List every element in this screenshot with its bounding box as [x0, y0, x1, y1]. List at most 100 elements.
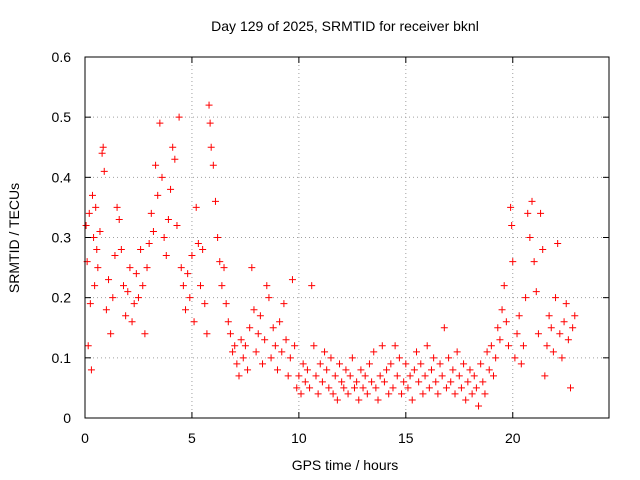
- data-point: [288, 276, 296, 284]
- data-point: [423, 342, 431, 350]
- data-point: [363, 390, 371, 398]
- data-point: [156, 119, 164, 127]
- data-point: [192, 203, 200, 211]
- data-point: [549, 348, 557, 356]
- data-point: [470, 372, 478, 380]
- data-point: [190, 318, 198, 326]
- data-point: [280, 300, 288, 308]
- data-point: [244, 366, 252, 374]
- data-point: [496, 336, 504, 344]
- data-point: [477, 360, 485, 368]
- data-point: [545, 312, 553, 320]
- data-point: [338, 378, 346, 386]
- data-point: [167, 185, 175, 193]
- y-tick-label: 0.3: [52, 230, 72, 246]
- data-point: [447, 378, 455, 386]
- data-point: [466, 366, 474, 374]
- data-point: [94, 264, 102, 272]
- data-point: [453, 348, 461, 356]
- data-point: [171, 155, 179, 163]
- axis-ticks: 0 5 10 15 20 0 0.1 0.2 0.3 0.4 0.5 0.6: [52, 49, 609, 446]
- data-point: [291, 342, 299, 350]
- data-point: [316, 360, 324, 368]
- data-point: [162, 252, 170, 260]
- data-point: [82, 221, 90, 229]
- data-point: [325, 384, 333, 392]
- data-point: [229, 348, 237, 356]
- data-point: [111, 252, 119, 260]
- data-point: [303, 366, 311, 374]
- data-point: [105, 276, 113, 284]
- data-point: [164, 215, 172, 223]
- data-point: [278, 348, 286, 356]
- data-point: [145, 240, 153, 248]
- data-point: [357, 366, 365, 374]
- data-point: [91, 282, 99, 290]
- data-point: [421, 372, 429, 380]
- data-point: [312, 372, 320, 380]
- data-point: [248, 264, 256, 272]
- data-point: [295, 372, 303, 380]
- data-point: [547, 324, 555, 332]
- data-point: [263, 282, 271, 290]
- data-point: [203, 330, 211, 338]
- data-point: [436, 360, 444, 368]
- x-tick-label: 10: [291, 430, 307, 446]
- data-point: [273, 366, 281, 374]
- data-point: [196, 282, 204, 290]
- data-point: [442, 384, 450, 392]
- data-point: [271, 342, 279, 350]
- data-point: [109, 294, 117, 302]
- data-point: [571, 312, 579, 320]
- data-point: [353, 378, 361, 386]
- data-point: [530, 258, 538, 266]
- data-point: [498, 306, 506, 314]
- data-point: [323, 366, 331, 374]
- data-point: [222, 300, 230, 308]
- data-point: [425, 384, 433, 392]
- data-point: [387, 360, 395, 368]
- data-point: [445, 354, 453, 362]
- y-tick-label: 0.4: [52, 169, 72, 185]
- x-tick-label: 0: [81, 430, 89, 446]
- data-point: [314, 390, 322, 398]
- data-point: [560, 318, 568, 326]
- data-point: [252, 348, 260, 356]
- data-point: [413, 348, 421, 356]
- data-point: [481, 390, 489, 398]
- data-point: [137, 246, 145, 254]
- data-point: [100, 167, 108, 175]
- data-point: [457, 384, 465, 392]
- data-point: [143, 264, 151, 272]
- data-point: [218, 282, 226, 290]
- data-point: [483, 348, 491, 356]
- x-tick-label: 15: [398, 430, 414, 446]
- data-point: [93, 246, 101, 254]
- data-point: [365, 360, 373, 368]
- data-point: [432, 378, 440, 386]
- data-point: [122, 312, 130, 320]
- data-point: [485, 366, 493, 374]
- data-point: [331, 372, 339, 380]
- data-point: [216, 258, 224, 266]
- data-point: [398, 390, 406, 398]
- data-point: [393, 372, 401, 380]
- data-point: [239, 354, 247, 362]
- data-point: [472, 384, 480, 392]
- data-point: [130, 300, 138, 308]
- data-point: [434, 390, 442, 398]
- data-point: [511, 354, 519, 362]
- data-point: [299, 360, 307, 368]
- data-point: [158, 173, 166, 181]
- data-point: [427, 366, 435, 374]
- data-point: [415, 378, 423, 386]
- data-point: [126, 264, 134, 272]
- data-point: [460, 360, 468, 368]
- data-point: [117, 246, 125, 254]
- data-point: [342, 366, 350, 374]
- data-point: [308, 282, 316, 290]
- data-point: [475, 402, 483, 410]
- data-point: [132, 270, 140, 278]
- data-point: [327, 354, 335, 362]
- data-point: [254, 330, 262, 338]
